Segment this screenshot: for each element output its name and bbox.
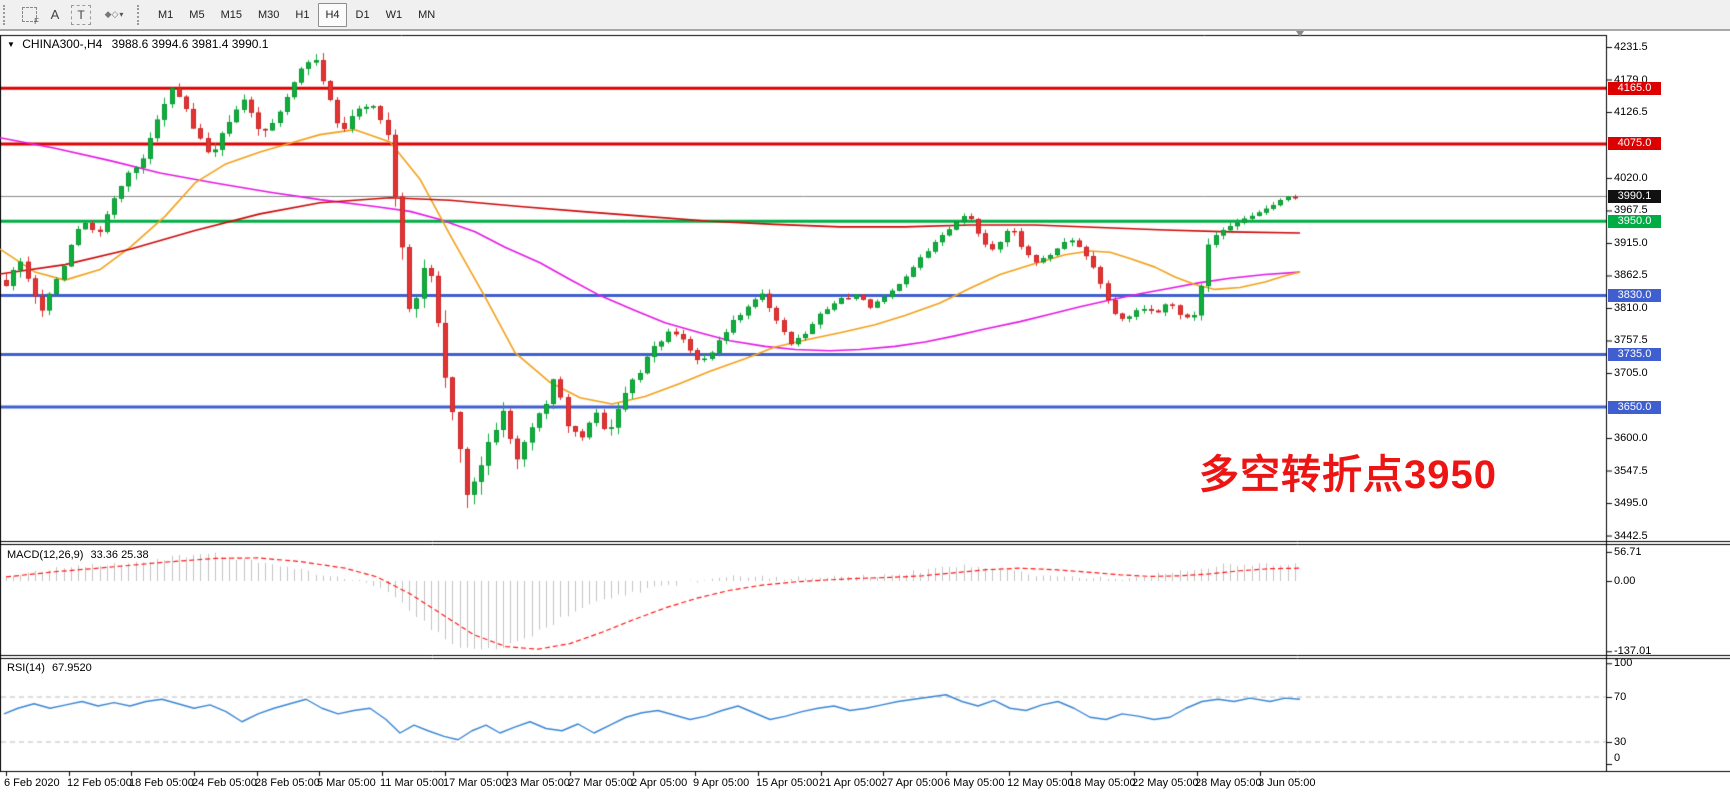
time-tick-label: 21 Apr 05:00 [819,777,882,789]
chart-shift-marker[interactable] [1296,31,1304,37]
rsi-tick-label: 70 [1614,691,1627,703]
time-tick-label: 24 Feb 05:00 [192,777,257,789]
time-tick-label: 28 Feb 05:00 [255,777,320,789]
timeframe-button-h4[interactable]: H4 [318,2,347,27]
timeframe-button-h1[interactable]: H1 [295,8,310,21]
price-tick-label: 3810.0 [1614,301,1648,314]
annotate-a-glyph: A [50,7,60,22]
price-tick-label: 3442.5 [1614,529,1648,542]
macd-values: 33.36 25.38 [90,549,149,561]
macd-panel-label: MACD(12,26,9) 33.36 25.38 [7,549,149,561]
time-tick-label: 9 Apr 05:00 [693,777,750,789]
rsi-panel-label: RSI(14) 67.9520 [7,662,92,674]
price-tick-label: 3757.5 [1614,334,1648,347]
time-tick-label: 11 Mar 05:00 [380,777,445,789]
time-tick-label: 5 Mar 05:00 [317,777,376,789]
price-tick-label: 3600.0 [1614,432,1648,445]
price-level-label: 3830.0 [1608,289,1661,303]
timeframe-button-m30[interactable]: M30 [257,8,280,21]
timeframe-group: M1 M5 M15 M30 H1 H4 D1 W1 MN [150,2,443,27]
time-tick-label: 12 May 05:00 [1007,777,1074,789]
price-tick-label: 4126.5 [1614,106,1648,118]
time-tick-label: 27 Mar 05:00 [568,777,633,789]
rsi-tick-label: 100 [1614,657,1633,670]
macd-tick-label: 56.71 [1614,545,1642,558]
chevron-down-icon[interactable]: ▼ [7,40,15,49]
price-tick-label: 3547.5 [1614,464,1648,477]
price-tick-label: 3915.0 [1614,236,1648,249]
time-tick-label: 23 Mar 05:00 [505,777,570,789]
shapes-glyph: ◆◇ [104,9,119,19]
text-label-glyph: T [77,7,85,22]
timeframe-button-m1[interactable]: M1 [158,8,174,21]
time-tick-label: 17 Mar 05:00 [443,777,508,789]
price-tick-label: 3967.5 [1614,204,1648,217]
timeframe-button-w1[interactable]: W1 [385,8,403,21]
time-tick-label: 15 Apr 05:00 [756,777,819,789]
macd-tick-label: 0.00 [1614,575,1636,587]
price-level-label: 4075.0 [1608,137,1661,151]
freeze-grid-box [21,7,37,22]
time-tick-label: 22 May 05:00 [1132,777,1199,789]
rsi-tick-label: 30 [1614,736,1627,748]
text-label-icon[interactable]: T [71,4,91,25]
time-tick-label: 27 Apr 05:00 [881,777,944,789]
chart-ohlc-values: 3988.6 3994.6 3981.4 3990.1 [111,37,269,51]
timeframe-button-m5[interactable]: M5 [189,8,205,21]
time-tick-label: 12 Feb 05:00 [67,777,132,789]
price-level-label: 3735.0 [1608,347,1661,361]
toolbar-grip[interactable] [3,4,12,25]
freeze-grid-letter: F [34,16,39,26]
annotate-text-icon[interactable]: A [45,5,65,25]
time-tick-label: 28 May 05:00 [1195,777,1262,789]
timeframe-button-mn[interactable]: MN [418,8,436,21]
rsi-value: 67.9520 [51,662,92,674]
time-tick-label: 18 May 05:00 [1069,777,1136,789]
rsi-name: RSI(14) [7,662,45,674]
rsi-tick-label: 0 [1614,752,1621,764]
toolbar-grip-2[interactable] [137,4,146,25]
price-level-label: 3990.1 [1608,189,1661,203]
chart-symbol-period: CHINA300-,H4 [22,37,103,51]
price-tick-label: 3705.0 [1614,367,1648,379]
macd-tick-label: -137.01 [1614,645,1652,658]
price-tick-label: 3862.5 [1614,269,1648,282]
chart-title: ▼ CHINA300-,H4 3988.6 3994.6 3981.4 3990… [7,37,268,51]
price-level-label: 4165.0 [1608,81,1661,95]
dropdown-caret-icon: ▾ [119,10,124,19]
time-tick-label: 18 Feb 05:00 [129,777,194,789]
price-tick-label: 4020.0 [1614,171,1648,184]
price-level-label: 3950.0 [1608,214,1661,228]
chart-annotation-text[interactable]: 多空转折点3950 [1199,453,1497,497]
time-tick-label: 3 Jun 05:00 [1258,777,1316,789]
time-tick-label: 2 Apr 05:00 [631,777,688,789]
freeze-grid-icon[interactable]: F [19,5,39,26]
price-level-label: 3650.0 [1608,400,1661,414]
time-tick-label: 6 May 05:00 [944,777,1005,789]
time-tick-label: 6 Feb 2020 [4,777,60,789]
toolbar: F A T ◆◇ ▾ M1 M5 M15 M30 H1 H4 D1 W1 MN [0,0,1730,31]
shapes-icon[interactable]: ◆◇ ▾ [97,5,131,25]
price-tick-label: 4231.5 [1614,41,1648,53]
timeframe-button-m15[interactable]: M15 [220,8,242,21]
price-tick-label: 3495.0 [1614,497,1648,510]
macd-name: MACD(12,26,9) [7,549,84,561]
timeframe-button-d1[interactable]: D1 [355,8,370,21]
